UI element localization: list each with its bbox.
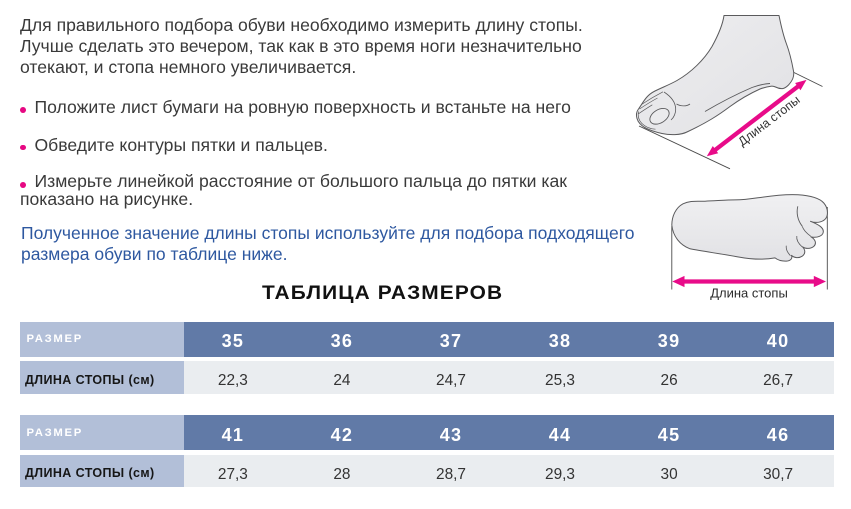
svg-text:Длина стопы: Длина стопы: [735, 93, 802, 149]
svg-text:Длина стопы: Длина стопы: [710, 285, 788, 300]
